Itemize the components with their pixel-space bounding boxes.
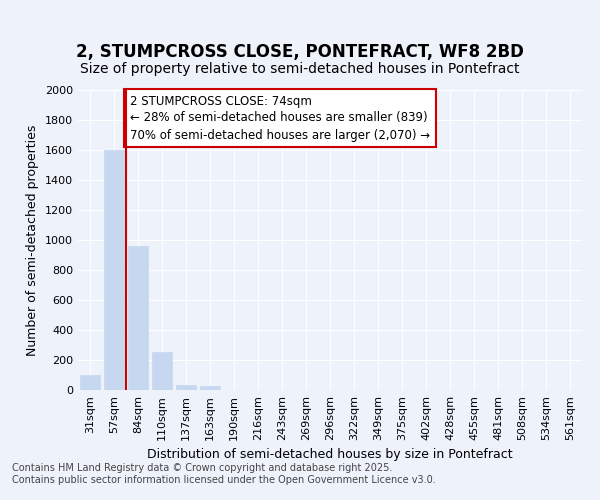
Bar [80,375,100,390]
Text: Contains HM Land Registry data © Crown copyright and database right 2025.
Contai: Contains HM Land Registry data © Crown c… [12,464,436,485]
Text: 2, STUMPCROSS CLOSE, PONTEFRACT, WF8 2BD: 2, STUMPCROSS CLOSE, PONTEFRACT, WF8 2BD [76,44,524,62]
Bar [176,385,196,390]
Bar [152,352,172,390]
Text: 2 STUMPCROSS CLOSE: 74sqm
← 28% of semi-detached houses are smaller (839)
70% of: 2 STUMPCROSS CLOSE: 74sqm ← 28% of semi-… [130,94,430,142]
Bar [200,386,220,390]
Y-axis label: Number of semi-detached properties: Number of semi-detached properties [26,124,40,356]
Bar [104,150,124,390]
Bar [128,246,148,390]
X-axis label: Distribution of semi-detached houses by size in Pontefract: Distribution of semi-detached houses by … [147,448,513,462]
Text: Size of property relative to semi-detached houses in Pontefract: Size of property relative to semi-detach… [80,62,520,76]
